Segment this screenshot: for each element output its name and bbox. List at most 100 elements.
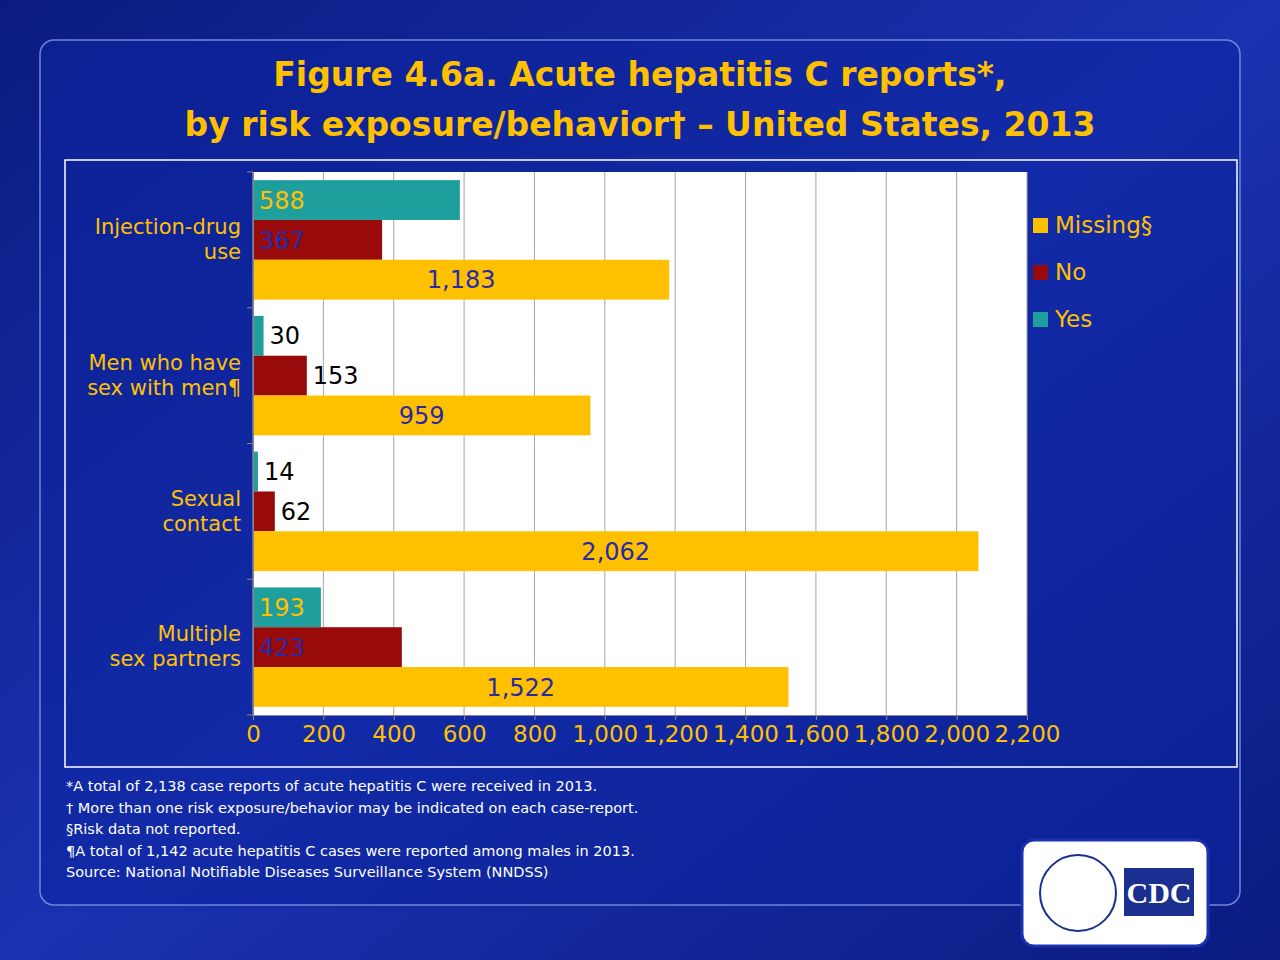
- grid-line: [886, 172, 887, 715]
- data-label: 30: [270, 322, 301, 350]
- chart: Figure 4.6a. Acute hepatitis C reports*,…: [0, 0, 1280, 960]
- x-tick-label: 400: [372, 721, 416, 747]
- legend-label: No: [1055, 259, 1086, 285]
- grid-line: [604, 172, 605, 715]
- bar: [253, 667, 788, 707]
- legend-label: Yes: [1054, 306, 1092, 332]
- x-tick-label: 2,000: [924, 721, 990, 747]
- x-tick: 1,000: [572, 715, 638, 747]
- y-separator: [247, 307, 253, 308]
- data-label: 1,183: [427, 266, 496, 294]
- data-label: 367: [259, 227, 305, 255]
- x-tick-label: 200: [302, 721, 346, 747]
- x-tick-mark: [1027, 715, 1028, 720]
- y-separator: [247, 172, 253, 173]
- data-label: 1,522: [486, 674, 555, 702]
- legend-swatch: [1033, 312, 1048, 327]
- legend: Missing§NoYes: [1033, 212, 1152, 332]
- x-tick-mark: [253, 715, 254, 720]
- y-tick-label-line: Injection-drug: [95, 215, 241, 239]
- data-labels: 588 30 14 193 367 153 62 423 1,183 959 2,062 1,522: [259, 187, 650, 702]
- x-tick-mark: [605, 715, 606, 720]
- legend-swatch: [1033, 218, 1048, 233]
- grid-line: [534, 172, 535, 715]
- x-tick: 200: [302, 715, 346, 747]
- grid-line: [956, 172, 957, 715]
- y-tick: Multiplesex partners: [110, 622, 253, 671]
- grid-line: [464, 172, 465, 715]
- x-tick-label: 1,400: [713, 721, 779, 747]
- x-tick: 0: [246, 715, 261, 747]
- y-tick-label: Injection-druguse: [95, 215, 241, 264]
- footnotes: *A total of 2,138 case reports of acute …: [66, 778, 638, 880]
- bars: [253, 180, 978, 707]
- x-tick-label: 2,200: [995, 721, 1061, 747]
- bar: [253, 396, 590, 436]
- title-line: Figure 4.6a. Acute hepatitis C reports*,: [273, 55, 1006, 94]
- legend-swatch: [1033, 265, 1048, 280]
- bar: [253, 531, 978, 571]
- footnote: *A total of 2,138 case reports of acute …: [66, 778, 597, 794]
- y-tick-label-line: Sexual: [171, 486, 241, 510]
- footnote: Source: National Notifiable Diseases Sur…: [66, 864, 549, 880]
- plot-area: [253, 172, 1027, 715]
- logo-text: CDC: [1127, 876, 1192, 909]
- y-separator: [247, 579, 253, 580]
- x-tick: 1,200: [643, 715, 709, 747]
- x-tick-label: 0: [246, 721, 261, 747]
- grid-line: [1027, 172, 1028, 715]
- data-label: 153: [313, 362, 359, 390]
- y-axis: Injection-druguse Men who havesex with me…: [87, 173, 253, 716]
- bar: [253, 627, 402, 667]
- footnote: §Risk data not reported.: [66, 821, 241, 837]
- footnote: ¶A total of 1,142 acute hepatitis C case…: [66, 843, 635, 859]
- x-tick: 2,000: [924, 715, 990, 747]
- y-tick-label-line: sex with men¶: [87, 376, 241, 400]
- bar: [253, 356, 307, 396]
- y-tick-label-line: Multiple: [158, 622, 241, 646]
- x-tick-mark: [675, 715, 676, 720]
- bar: [253, 316, 264, 356]
- data-label: 62: [281, 498, 312, 526]
- data-label: 14: [264, 458, 295, 486]
- title-line: by risk exposure/behavior† – United Stat…: [185, 105, 1096, 144]
- y-axis-line: [253, 173, 254, 716]
- grid: [253, 172, 1027, 715]
- bar: [253, 491, 275, 531]
- x-tick-label: 1,600: [783, 721, 849, 747]
- grid-line: [815, 172, 816, 715]
- grid-line: [745, 172, 746, 715]
- background: [0, 0, 1280, 960]
- x-axis: 02004006008001,0001,2001,4001,6001,8002,…: [246, 715, 1060, 747]
- data-label: 959: [399, 402, 445, 430]
- x-tick-mark: [886, 715, 887, 720]
- x-tick: 800: [513, 715, 557, 747]
- x-tick: 400: [372, 715, 416, 747]
- data-label: 2,062: [581, 538, 650, 566]
- x-tick: 600: [443, 715, 487, 747]
- x-tick-mark: [746, 715, 747, 720]
- y-separator: [247, 443, 253, 444]
- data-label: 193: [259, 594, 305, 622]
- x-tick: 1,600: [783, 715, 849, 747]
- grid-line: [675, 172, 676, 715]
- y-tick: Men who havesex with men¶: [87, 351, 253, 400]
- data-label: 588: [259, 187, 305, 215]
- x-tick-label: 1,200: [643, 721, 709, 747]
- x-tick-label: 1,800: [854, 721, 920, 747]
- data-label: 423: [259, 634, 305, 662]
- x-tick-mark: [464, 715, 465, 720]
- panel: [40, 40, 1240, 905]
- y-tick-label: Sexualcontact: [162, 486, 241, 535]
- footnote: † More than one risk exposure/behavior m…: [66, 800, 638, 816]
- x-tick-mark: [957, 715, 958, 720]
- y-separators: [247, 172, 253, 715]
- y-tick-label-line: sex partners: [110, 647, 241, 671]
- y-tick-label: Men who havesex with men¶: [87, 351, 241, 400]
- x-tick: 1,800: [854, 715, 920, 747]
- x-tick-label: 1,000: [572, 721, 638, 747]
- x-tick-mark: [534, 715, 535, 720]
- logo: CDC: [1022, 840, 1208, 946]
- x-tick: 1,400: [713, 715, 779, 747]
- bar: [253, 587, 321, 627]
